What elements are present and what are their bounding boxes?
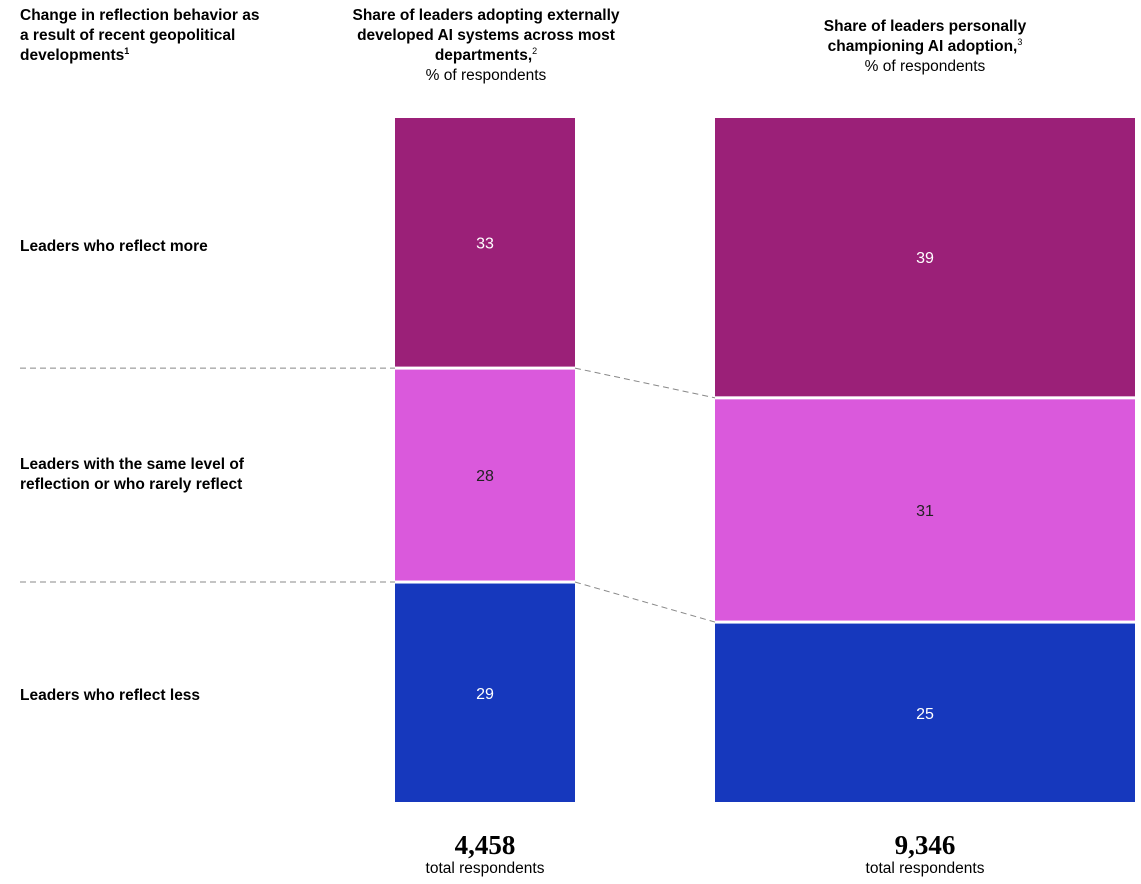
bar-segment-less-2 — [715, 623, 1135, 802]
total-2-label: total respondents — [865, 860, 985, 877]
bar-segment-less-1 — [395, 583, 575, 802]
total-2-number: 9,346 — [894, 830, 956, 860]
row-header: Change in reflection behavior as a resul… — [20, 6, 260, 66]
row-label-same: Leaders with the same level of reflectio… — [20, 456, 244, 493]
total-2: 9,346 total respondents — [795, 830, 1055, 878]
total-1-label: total respondents — [425, 860, 545, 877]
column-2-title: Share of leaders personally championing … — [823, 18, 1027, 55]
bar-value-same-2: 31 — [916, 503, 934, 520]
column-1-title: Share of leaders adopting externally dev… — [352, 7, 620, 64]
bar-segment-more-1 — [395, 118, 575, 367]
bar-segment-more-2 — [715, 118, 1135, 397]
bar-segment-same-2 — [715, 399, 1135, 621]
column-1-footnote: 2 — [532, 46, 538, 56]
bar-value-more-2: 39 — [916, 250, 934, 267]
column-1-subtitle: % of respondents — [425, 67, 547, 84]
bar-value-same-1: 28 — [476, 468, 494, 485]
row-label-less: Leaders who reflect less — [20, 687, 201, 704]
bar-value-less-1: 29 — [476, 686, 494, 703]
divider-line-2-connector — [574, 581, 716, 623]
total-1-number: 4,458 — [454, 830, 516, 860]
column-2-subtitle: % of respondents — [864, 58, 986, 75]
row-header-footnote: 1 — [124, 46, 130, 56]
column-2-footnote: 3 — [1017, 37, 1023, 47]
row-header-text: Change in reflection behavior as a resul… — [20, 7, 260, 64]
row-label-more: Leaders who reflect more — [20, 238, 208, 255]
bar-segment-same-1 — [395, 369, 575, 581]
bar-value-more-1: 33 — [476, 235, 494, 252]
divider-line-1-connector — [574, 367, 716, 399]
column-header-2: Share of leaders personally championing … — [795, 17, 1055, 77]
total-1: 4,458 total respondents — [355, 830, 615, 878]
bar-value-less-2: 25 — [916, 706, 934, 723]
column-header-1: Share of leaders adopting externally dev… — [336, 6, 636, 86]
